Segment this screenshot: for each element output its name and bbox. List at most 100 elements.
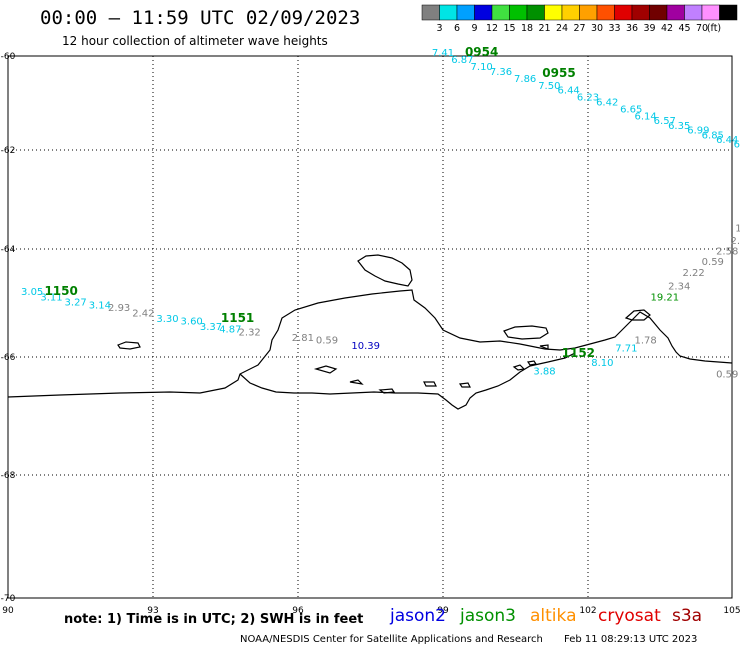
swh-label: 3.88 <box>533 367 555 378</box>
swh-label: 6.0 <box>734 140 740 151</box>
swh-label: 3.37 <box>200 322 222 333</box>
colorbar-swatch <box>631 4 650 21</box>
swh-label: 6.65 <box>620 104 642 115</box>
x-tick-label: 96 <box>292 606 304 616</box>
coastline-segment <box>117 341 141 350</box>
coastline-segment <box>458 382 471 388</box>
swh-label: 6.35 <box>668 121 690 132</box>
coastline-segment <box>526 360 538 366</box>
swh-label: 3.60 <box>181 317 203 328</box>
swh-label: 3.27 <box>65 298 87 309</box>
colorbar-swatch <box>649 4 668 21</box>
x-tick-label: 93 <box>147 606 158 616</box>
y-tick-label: -66 <box>1 353 16 363</box>
swh-label: 6.99 <box>687 126 709 137</box>
y-tick-label: -62 <box>1 146 16 156</box>
map-subtitle: 12 hour collection of altimeter wave hei… <box>62 34 328 48</box>
swh-label: 3.30 <box>156 314 178 325</box>
swh-label: 0.59 <box>716 370 738 381</box>
swh-label: 7.50 <box>538 81 560 92</box>
colorbar-label: 9 <box>471 23 477 34</box>
colorbar-label: 3 <box>436 23 442 34</box>
swh-label: 6.14 <box>634 111 656 122</box>
swh-label: 6.23 <box>577 93 599 104</box>
colorbar-swatch <box>474 4 493 21</box>
swh-label: 2.58 <box>716 246 738 257</box>
swh-label: 2.11 <box>730 236 740 247</box>
swh-label: 6.87 <box>451 55 473 66</box>
coastline-segment <box>313 365 338 374</box>
colorbar-label: 21 <box>538 23 550 34</box>
colorbar-label: 6 <box>454 23 460 34</box>
colorbar-label: 42 <box>661 23 673 34</box>
mission-altika: altika <box>530 606 577 626</box>
colorbar-label: 39 <box>643 23 655 34</box>
colorbar-swatch <box>701 4 720 21</box>
y-tick-label: -60 <box>1 52 16 62</box>
pass-time-label: 1151 <box>221 311 254 325</box>
swh-label: 6.57 <box>654 116 676 127</box>
colorbar-swatch <box>456 4 475 21</box>
credit-text: NOAA/NESDIS Center for Satellite Applica… <box>240 634 543 645</box>
colorbar-label: 45 <box>678 23 690 34</box>
swh-label: 0.59 <box>702 257 724 268</box>
map-frame <box>7 55 733 599</box>
swh-label: 2.42 <box>132 309 154 320</box>
mission-jason3: jason3 <box>460 606 516 626</box>
colorbar-label: 18 <box>521 23 533 34</box>
colorbar-swatch <box>491 4 510 21</box>
swh-label: 3.14 <box>89 300 111 311</box>
swh-label: 1.78 <box>634 336 656 347</box>
swh-label: 4.87 <box>219 325 241 336</box>
colorbar-label: 30 <box>591 23 603 34</box>
coastline-segment <box>423 381 437 387</box>
colorbar-swatch <box>684 4 703 21</box>
colorbar-label: 27 <box>573 23 585 34</box>
x-tick-label: 99 <box>437 606 449 616</box>
pass-time-label: 1152 <box>562 346 595 360</box>
coastline-segment <box>624 309 651 321</box>
colorbar-label: 36 <box>626 23 638 34</box>
y-tick-label: -70 <box>1 594 16 604</box>
x-tick-label: 90 <box>2 606 14 616</box>
coastline-segment <box>357 254 413 287</box>
x-tick-label: 105 <box>723 606 740 616</box>
pass-time-label: 0955 <box>542 66 575 80</box>
swh-label: 6.85 <box>702 130 724 141</box>
graticule <box>7 55 733 599</box>
swh-label: 0.59 <box>316 336 338 347</box>
swh-label: 7.41 <box>432 48 454 59</box>
swh-label: 7.71 <box>615 344 637 355</box>
swh-label: 2.22 <box>682 268 704 279</box>
colorbar-swatch <box>579 4 598 21</box>
footer-note: note: 1) Time is in UTC; 2) SWH is in fe… <box>64 612 364 627</box>
coastline-segment <box>7 289 733 398</box>
swh-label: 7.36 <box>490 67 512 78</box>
colorbar-label: 15 <box>503 23 515 34</box>
x-tick-label: 102 <box>579 606 596 616</box>
colorbar-swatch <box>439 4 458 21</box>
generated-timestamp: Feb 11 08:29:13 UTC 2023 <box>564 634 698 645</box>
swh-label: 6.44 <box>558 86 580 97</box>
swh-label: 1.76 <box>735 224 740 235</box>
coastline-segment <box>378 388 396 394</box>
axis-ticks: 90 93 96 99 102 105 -60 -62 -64 -66 -68 -70 <box>1 52 740 616</box>
colorbar-swatch <box>544 4 563 21</box>
colorbar-label: 33 <box>608 23 620 34</box>
colorbar-swatch <box>421 4 440 21</box>
coastline-segment <box>349 379 364 385</box>
credit-line: NOAA/NESDIS Center for Satellite Applica… <box>240 634 697 645</box>
swh-label: 6.42 <box>596 97 618 108</box>
coastline-segment <box>512 364 526 371</box>
colorbar-label: 70 <box>696 23 708 34</box>
mission-cryosat: cryosat <box>598 606 661 626</box>
colorbar-swatch <box>614 4 633 21</box>
colorbar-swatch <box>596 4 615 21</box>
y-tick-label: -68 <box>1 471 16 481</box>
colorbar-swatch <box>719 4 738 21</box>
map-title: 00:00 – 11:59 UTC 02/09/2023 <box>40 7 361 29</box>
colorbar-swatch <box>561 4 580 21</box>
colorbar-unit: (ft) <box>707 23 721 34</box>
